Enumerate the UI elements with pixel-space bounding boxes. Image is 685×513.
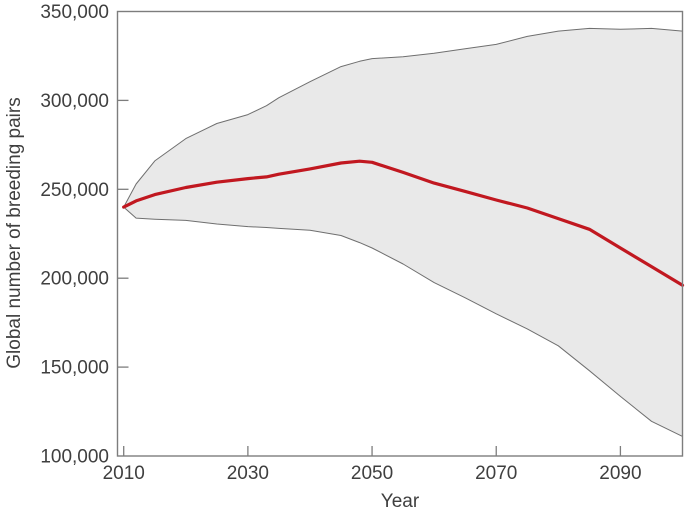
x-tick-label: 2010: [103, 463, 145, 484]
lower-envelope-line: [123, 206, 683, 437]
y-axis-title: Global number of breeding pairs: [4, 97, 25, 368]
line-layer: [122, 159, 685, 287]
confidence-band: [123, 28, 683, 437]
x-tick-label: 2070: [475, 463, 517, 484]
x-axis-title: Year: [381, 491, 420, 512]
upper-envelope-line: [123, 27, 683, 208]
x-tick-label: 2090: [599, 463, 641, 484]
x-tick-label: 2030: [227, 463, 269, 484]
median-line: [122, 159, 685, 287]
y-tick-label: 250,000: [40, 180, 109, 201]
axis-layer: [116, 10, 684, 457]
y-tick-label: 150,000: [40, 358, 109, 379]
confidence-band-layer: [123, 27, 683, 437]
y-tick-label: 100,000: [40, 447, 109, 468]
plot-border: [116, 10, 684, 457]
x-tick-label: 2050: [351, 463, 393, 484]
y-tick-label: 300,000: [40, 91, 109, 112]
tick-label-layer: 2010 2030 2050 2070 2090 100,000 150,000 200,00…: [40, 2, 641, 484]
y-tick-label: 200,000: [40, 269, 109, 290]
y-tick-label: 350,000: [40, 2, 109, 23]
